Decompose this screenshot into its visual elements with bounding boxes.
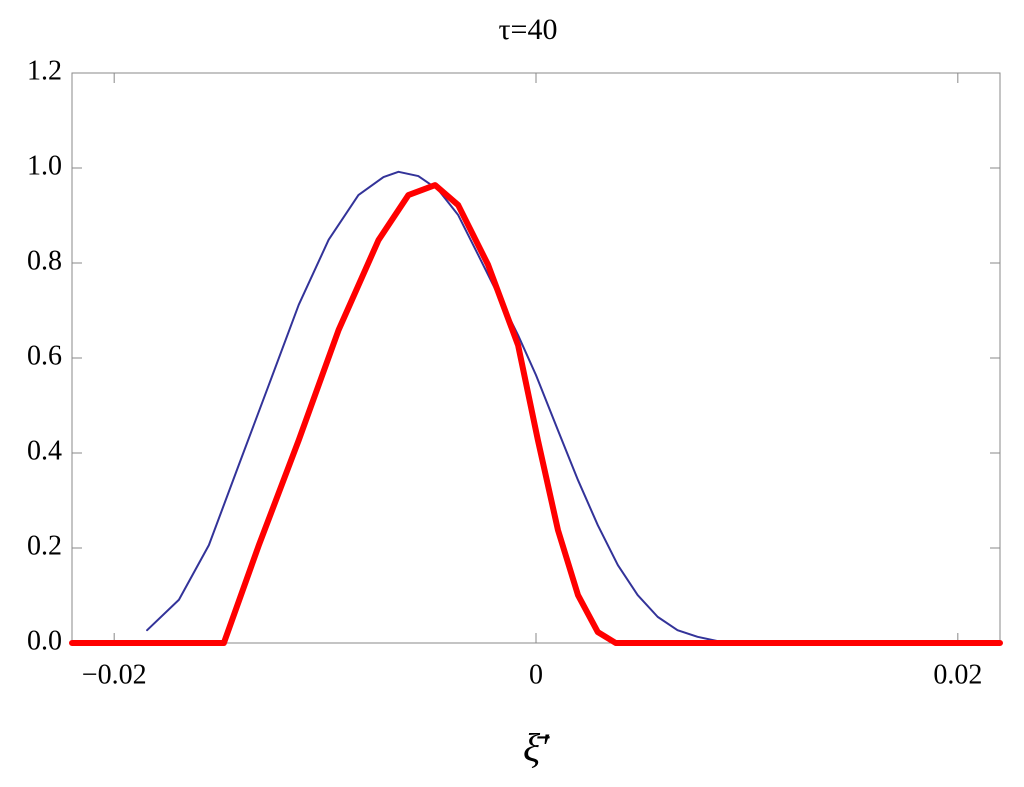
x-tick-label: 0.02 <box>933 659 982 690</box>
y-tick-label: 0.8 <box>27 245 62 276</box>
line-series <box>69 182 1003 646</box>
y-tick-label: 1.0 <box>27 150 62 181</box>
y-tick-label: 1.2 <box>27 55 62 86</box>
y-tick-label: 0.6 <box>27 340 62 371</box>
plot-frame <box>71 72 1001 644</box>
line-series <box>146 170 1001 644</box>
x-tick-label: 0 <box>529 659 543 690</box>
x-tick-label: −0.02 <box>82 659 147 690</box>
chart-title: τ=40 <box>499 13 558 46</box>
y-tick-label: 0.0 <box>27 625 62 656</box>
y-tick-label: 0.4 <box>27 435 62 466</box>
x-axis-label: ξ̄′ <box>523 725 550 770</box>
y-tick-label: 0.2 <box>27 530 62 561</box>
